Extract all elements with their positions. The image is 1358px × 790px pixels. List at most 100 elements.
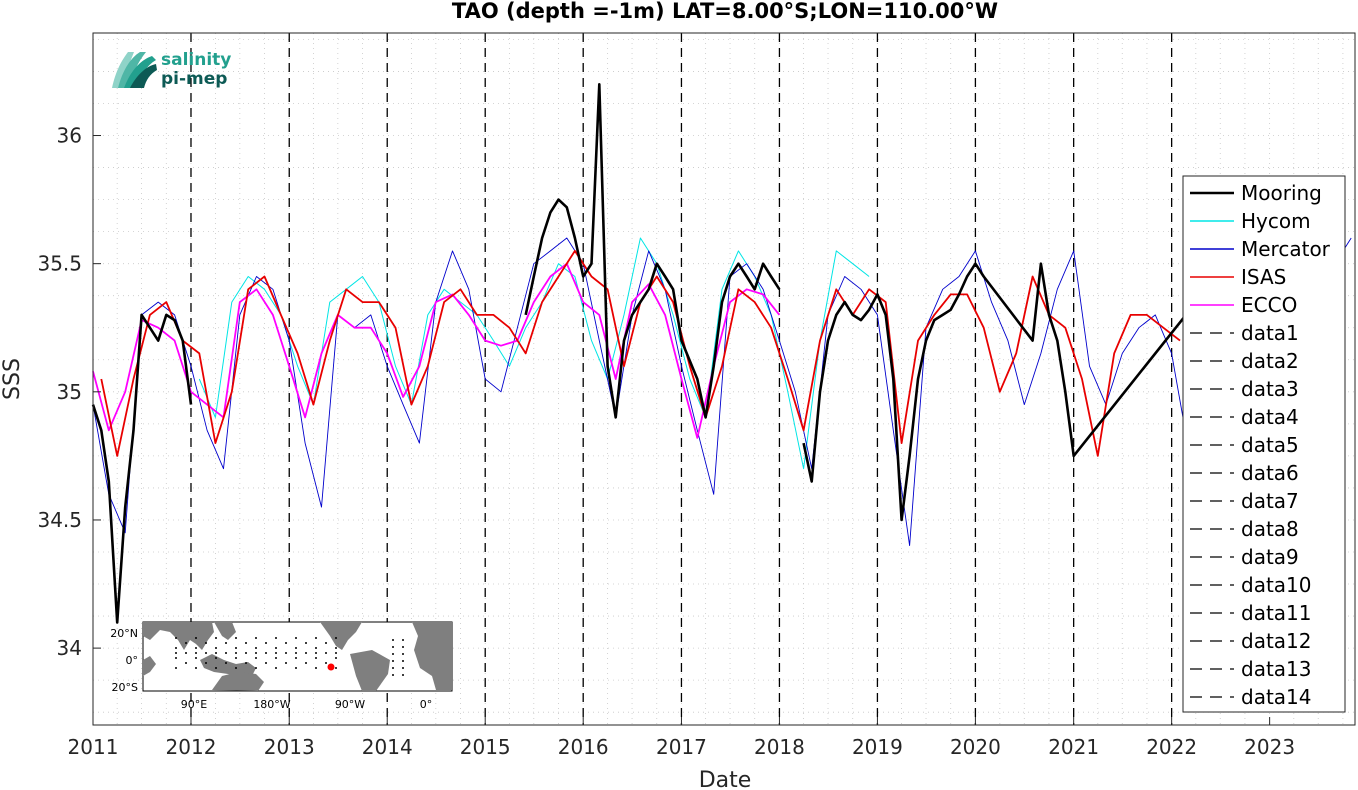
logo-line2: pi-mep: [161, 69, 227, 89]
x-tick-label: 2019: [852, 735, 903, 759]
station-dot: [295, 647, 297, 649]
station-dot: [195, 667, 197, 669]
map-lon-tick: 90°E: [181, 698, 207, 711]
x-tick-label: 2023: [1244, 735, 1295, 759]
y-tick-label: 34.5: [37, 508, 82, 532]
x-tick-label: 2021: [1048, 735, 1099, 759]
legend-label: data6: [1241, 461, 1299, 485]
station-dot: [185, 652, 187, 654]
station-dot: [315, 652, 317, 654]
x-tick-label: 2018: [754, 735, 805, 759]
station-dot: [285, 642, 287, 644]
station-dot: [225, 652, 227, 654]
station-dot: [275, 637, 277, 639]
station-dot: [295, 667, 297, 669]
station-dot: [392, 667, 394, 669]
series-line-mercator: [92, 237, 1352, 547]
inset-map-land: [143, 622, 452, 691]
station-dot: [335, 657, 337, 659]
legend-label: data10: [1241, 573, 1312, 597]
station-dot: [215, 652, 217, 654]
x-tick-label: 2020: [950, 735, 1001, 759]
station-dot: [265, 662, 267, 664]
station-dot: [402, 646, 404, 648]
legend-label: data2: [1241, 349, 1299, 373]
station-dot: [235, 647, 237, 649]
station-dot: [275, 647, 277, 649]
station-dot: [265, 642, 267, 644]
station-dot: [175, 667, 177, 669]
station-dot: [285, 662, 287, 664]
station-dot: [402, 639, 404, 641]
station-dot: [275, 652, 277, 654]
station-dot: [315, 667, 317, 669]
x-tick-label: 2015: [460, 735, 511, 759]
station-dot: [245, 652, 247, 654]
y-tick-label: 35.5: [37, 252, 82, 276]
station-dot: [235, 652, 237, 654]
station-dot: [265, 652, 267, 654]
map-lat-tick: 20°N: [110, 627, 138, 640]
legend-label: data3: [1241, 377, 1299, 401]
x-tick-label: 2012: [166, 735, 217, 759]
logo-waves-icon: [112, 52, 157, 88]
station-dot: [335, 647, 337, 649]
x-tick-label: 2022: [1146, 735, 1197, 759]
x-axis-label: Date: [699, 768, 752, 790]
legend-label: data7: [1241, 489, 1299, 513]
station-dot: [255, 637, 257, 639]
station-dot: [305, 652, 307, 654]
series-line-mooring: [91, 83, 1254, 624]
y-axis-label: SSS: [0, 358, 25, 400]
station-dot: [295, 652, 297, 654]
station-dot: [255, 667, 257, 669]
map-lon-tick: 90°W: [335, 698, 365, 711]
inset-map-stations: [175, 637, 404, 676]
station-dot: [255, 657, 257, 659]
station-dot: [392, 646, 394, 648]
legend-label: data4: [1241, 405, 1299, 429]
station-dot: [335, 652, 337, 654]
station-dot: [305, 642, 307, 644]
x-tick-label: 2013: [264, 735, 315, 759]
station-dot: [175, 652, 177, 654]
station-dot: [255, 652, 257, 654]
legend-label: data1: [1241, 321, 1299, 345]
station-dot: [195, 657, 197, 659]
y-axis-ticks: 34 34.5 35 35.5 36: [37, 124, 101, 660]
chart-title: TAO (depth =-1m) LAT=8.00°S;LON=110.00°W: [452, 0, 998, 23]
legend-label: Hycom: [1241, 209, 1311, 233]
station-dot: [215, 637, 217, 639]
legend-label: data13: [1241, 657, 1312, 681]
y-tick-label: 34: [57, 636, 82, 660]
legend-label: data11: [1241, 601, 1312, 625]
station-dot: [215, 657, 217, 659]
station-dot: [392, 674, 394, 676]
station-dot: [175, 657, 177, 659]
map-lon-tick: 180°W: [253, 698, 290, 711]
station-dot: [195, 652, 197, 654]
map-lon-tick: 0°: [420, 698, 433, 711]
station-dot: [402, 674, 404, 676]
station-dot: [195, 637, 197, 639]
station-dot: [205, 652, 207, 654]
station-dot: [215, 667, 217, 669]
station-dot: [315, 647, 317, 649]
series-group: [91, 83, 1352, 624]
legend-label: data12: [1241, 629, 1312, 653]
station-dot: [215, 647, 217, 649]
station-dot: [185, 662, 187, 664]
legend-box: [1182, 175, 1346, 713]
y-tick-label: 35: [57, 380, 82, 404]
plot-frame: [92, 32, 1356, 726]
station-dot: [295, 637, 297, 639]
station-dot: [285, 652, 287, 654]
station-dot: [195, 647, 197, 649]
station-dot: [325, 642, 327, 644]
x-tick-label: 2011: [68, 735, 119, 759]
station-dot: [175, 647, 177, 649]
station-dot: [275, 657, 277, 659]
legend-label: ISAS: [1241, 265, 1286, 289]
station-dot: [225, 662, 227, 664]
